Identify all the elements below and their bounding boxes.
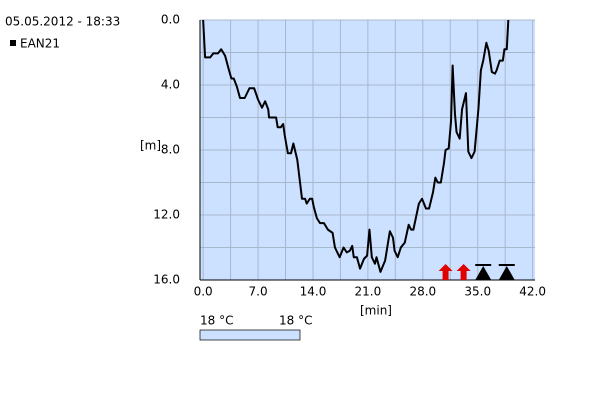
color-scale bbox=[199, 329, 301, 341]
x-tick-label: 0.0 bbox=[194, 285, 213, 299]
scale-label: 18 °C bbox=[200, 314, 233, 328]
x-tick-label: 21.0 bbox=[355, 285, 382, 299]
x-tick-label: 35.0 bbox=[464, 285, 491, 299]
x-tick-label: 42.0 bbox=[519, 285, 546, 299]
legend-label: EAN21 bbox=[20, 37, 60, 51]
legend-swatch bbox=[10, 40, 16, 46]
y-tick-label: 0.0 bbox=[161, 13, 180, 27]
x-axis-label: [min] bbox=[360, 304, 392, 318]
y-tick-label: 12.0 bbox=[153, 208, 180, 222]
chart-title: 05.05.2012 - 18:33 bbox=[5, 15, 120, 29]
x-tick-label: 14.0 bbox=[300, 285, 327, 299]
event-marker bbox=[475, 266, 492, 280]
y-tick-label: 8.0 bbox=[161, 143, 180, 157]
scale-label: 18 °C bbox=[279, 314, 312, 328]
x-tick-label: 28.0 bbox=[409, 285, 436, 299]
y-tick-label: 16.0 bbox=[153, 273, 180, 287]
y-tick-label: 4.0 bbox=[161, 78, 180, 92]
event-marker bbox=[456, 264, 471, 280]
x-tick-label: 7.0 bbox=[249, 285, 268, 299]
event-marker bbox=[438, 264, 453, 280]
data-line bbox=[202, 19, 510, 273]
y-axis-label: [m] bbox=[140, 139, 161, 153]
event-marker bbox=[498, 266, 515, 280]
